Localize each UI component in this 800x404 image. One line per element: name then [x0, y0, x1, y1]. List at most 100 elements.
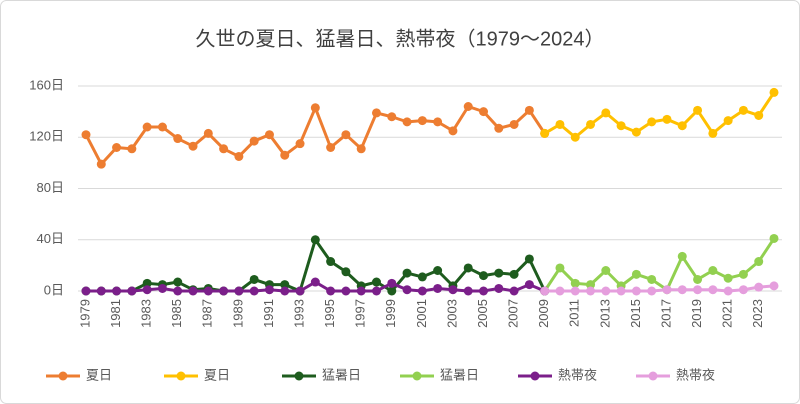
x-tick-label: 1993 — [291, 299, 306, 328]
data-point — [234, 286, 244, 296]
data-point — [494, 123, 504, 133]
x-tick-label: 2009 — [536, 299, 551, 328]
data-point — [417, 116, 427, 126]
data-point — [738, 269, 748, 279]
data-point — [234, 151, 244, 161]
legend-label: 猛暑日 — [440, 367, 479, 382]
x-tick-label: 2005 — [475, 299, 490, 328]
data-point — [738, 105, 748, 115]
data-point — [601, 266, 611, 275]
data-point — [173, 286, 183, 296]
data-point — [708, 285, 718, 295]
data-point — [448, 285, 458, 295]
data-point — [280, 150, 290, 160]
data-point — [96, 159, 106, 169]
data-point — [509, 269, 519, 279]
x-tick-label: 2007 — [506, 299, 521, 328]
data-point — [387, 286, 397, 296]
legend-label: 猛暑日 — [322, 367, 361, 382]
x-tick-label: 1995 — [322, 299, 337, 328]
data-point — [570, 278, 580, 288]
data-point — [524, 254, 534, 264]
data-point — [173, 134, 183, 144]
data-point — [280, 280, 290, 290]
data-point — [341, 267, 351, 277]
data-point — [142, 278, 152, 288]
x-tick-label: 2021 — [720, 299, 735, 328]
data-point — [96, 286, 106, 296]
data-point — [723, 286, 733, 296]
data-point — [754, 110, 764, 120]
series-line — [543, 237, 776, 292]
data-point — [631, 127, 641, 137]
data-point — [433, 283, 443, 293]
x-tick-label: 1979 — [77, 299, 92, 328]
x-tick-label: 2019 — [689, 299, 704, 328]
data-point — [326, 257, 336, 267]
data-point — [341, 286, 351, 296]
legend-marker — [294, 371, 304, 381]
data-point — [479, 107, 489, 117]
data-point — [586, 119, 596, 129]
legend-marker — [648, 371, 658, 381]
x-tick-label: 1991 — [261, 299, 276, 328]
data-point — [616, 121, 626, 131]
y-tick-label: 0日 — [44, 282, 64, 297]
legend-label: 熱帯夜 — [558, 367, 597, 382]
data-point — [479, 286, 489, 296]
data-point — [494, 268, 504, 278]
data-point — [157, 122, 167, 132]
data-point — [463, 102, 473, 111]
data-point — [326, 286, 336, 296]
data-point — [173, 277, 183, 287]
x-tick-label: 2001 — [414, 299, 429, 328]
x-tick-label: 2017 — [658, 299, 673, 328]
data-point — [601, 108, 611, 118]
data-point — [723, 273, 733, 283]
data-point — [509, 119, 519, 129]
data-point — [708, 128, 718, 138]
data-point — [708, 266, 718, 275]
data-point — [754, 282, 764, 292]
data-point — [754, 257, 764, 267]
series-line — [544, 284, 775, 293]
data-point — [463, 263, 473, 273]
data-point — [479, 271, 489, 281]
data-point — [310, 277, 320, 287]
data-point — [387, 112, 397, 122]
data-point — [402, 285, 412, 295]
data-point — [371, 277, 381, 287]
legend-marker — [58, 371, 68, 381]
data-point — [677, 251, 687, 261]
data-point — [203, 286, 213, 296]
x-tick-label: 1999 — [383, 299, 398, 328]
data-point — [326, 143, 336, 152]
data-point — [264, 285, 274, 295]
data-point — [402, 268, 412, 278]
data-point — [693, 274, 703, 284]
legend-label: 夏日 — [204, 367, 230, 382]
x-tick-label: 1997 — [353, 299, 368, 328]
data-point — [555, 286, 565, 296]
data-point — [494, 283, 504, 293]
data-point — [693, 105, 703, 115]
y-tick-label: 120日 — [29, 129, 64, 144]
data-point — [402, 117, 412, 127]
data-point — [219, 286, 229, 296]
data-point — [112, 286, 122, 296]
data-point — [524, 105, 534, 115]
x-tick-label: 1985 — [169, 299, 184, 328]
data-point — [142, 122, 152, 132]
data-point — [631, 269, 641, 279]
legend-marker — [412, 371, 422, 381]
data-point — [295, 286, 305, 296]
data-point — [417, 286, 427, 296]
x-tick-label: 2013 — [597, 299, 612, 328]
data-point — [142, 285, 152, 295]
data-point — [555, 119, 565, 129]
series-line — [543, 91, 776, 139]
x-tick-label: 1983 — [139, 299, 154, 328]
data-point — [738, 285, 748, 295]
